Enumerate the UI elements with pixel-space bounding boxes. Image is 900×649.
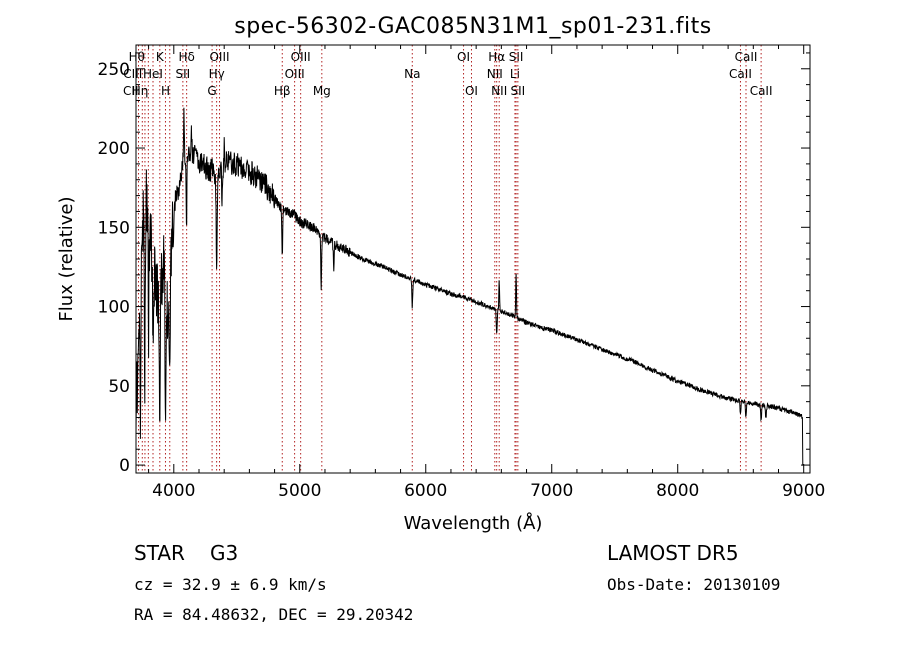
x-axis-label: Wavelength (Å)	[404, 512, 543, 534]
survey-name: LAMOST DR5	[607, 541, 739, 565]
line-marker-label: Hθ	[129, 50, 145, 64]
y-tick-label: 200	[98, 139, 130, 159]
object-subclass: G3	[210, 541, 238, 565]
line-marker-label: OIII	[209, 50, 229, 64]
y-axis: 0 50 100 150 200 250	[98, 52, 810, 476]
line-marker-label: NII	[491, 84, 507, 98]
line-marker-label: NII	[487, 67, 503, 81]
line-marker-label: Hη	[132, 84, 149, 98]
line-marker-label: OI	[465, 84, 478, 98]
x-tick-label: 7000	[530, 481, 573, 501]
line-marker-label: Hα	[488, 50, 505, 64]
redshift-text: cz = 32.9 ± 6.9 km/s	[134, 575, 327, 594]
chart-title: spec-56302-GAC085N31M1_sp01-231.fits	[234, 14, 712, 39]
y-tick-label: 0	[119, 456, 130, 476]
line-marker-label: CaII	[729, 67, 752, 81]
line-marker-label: K	[156, 50, 165, 64]
line-marker-label: H	[161, 84, 170, 98]
line-marker-label: CaII	[735, 50, 758, 64]
y-tick-label: 100	[98, 298, 130, 318]
plot-frame	[135, 44, 811, 474]
line-marker-label: Hβ	[274, 84, 291, 98]
y-tick-label: 150	[98, 218, 130, 238]
y-axis-label: Flux (relative)	[56, 196, 77, 321]
line-marker-label: Hγ	[209, 67, 225, 81]
x-axis: 4000 5000 6000 7000 8000 9000	[148, 45, 825, 501]
x-tick-label: 4000	[152, 481, 195, 501]
obs-date: Obs-Date: 20130109	[607, 575, 780, 594]
line-marker-label: OI	[457, 50, 470, 64]
coordinates: RA = 84.48632, DEC = 29.20342	[134, 605, 413, 624]
x-tick-label: 9000	[782, 481, 825, 501]
line-marker-label: G	[207, 84, 216, 98]
line-marker-label: SII	[176, 67, 191, 81]
line-marker-label: HeI	[143, 67, 163, 81]
line-marker-label: Na	[404, 67, 420, 81]
x-tick-label: 5000	[278, 481, 321, 501]
line-marker-label: OIII	[291, 50, 311, 64]
line-marker-label: CaII	[750, 84, 773, 98]
object-class: STAR	[134, 541, 185, 565]
line-marker-label: Mg	[313, 84, 331, 98]
line-marker-label: OIII	[285, 67, 305, 81]
x-tick-label: 6000	[404, 481, 447, 501]
line-marker-label: CIII	[123, 67, 142, 81]
line-marker-label: Hδ	[178, 50, 194, 64]
line-marker-label: SII	[509, 50, 524, 64]
line-marker-label: SII	[510, 84, 525, 98]
y-tick-label: 250	[98, 60, 130, 80]
x-tick-label: 8000	[656, 481, 699, 501]
spectrum-line	[135, 107, 804, 466]
line-marker-label: Li	[510, 67, 520, 81]
line-markers: CII CIII Hθ Hη HeI K H SII Hδ G Hγ OIII Hβ OIII OIII Mg…	[123, 45, 773, 473]
spectrum-series	[135, 107, 804, 466]
y-tick-label: 50	[108, 377, 130, 397]
line-marker-label: CII	[123, 84, 138, 98]
